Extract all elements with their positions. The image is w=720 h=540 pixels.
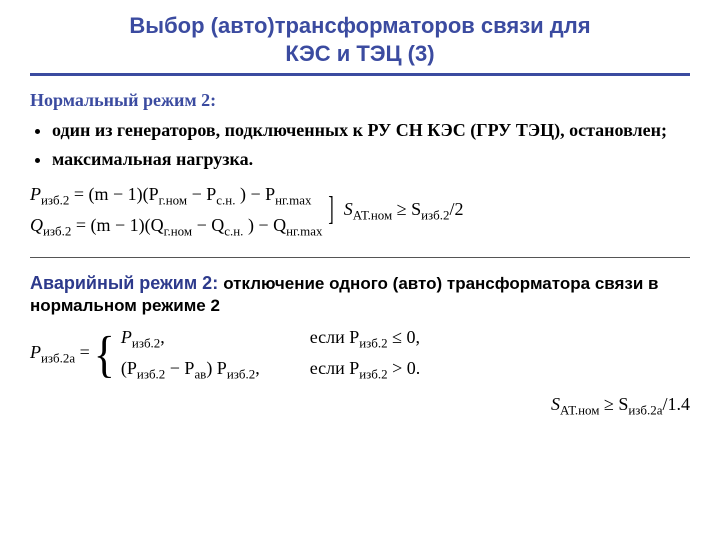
title-rule <box>30 73 690 76</box>
pq-equations: Pизб.2 = (m − 1)(Pг.ном − Pс.н. ) − Pнг.… <box>30 180 322 243</box>
emergency-heading-colored: Аварийный режим 2: <box>30 273 223 293</box>
s-condition-2: SАТ.ном ≥ Sизб.2а/1.4 <box>30 394 690 419</box>
slide-title: Выбор (авто)трансформаторов связи для КЭ… <box>30 12 690 67</box>
emergency-mode-heading: Аварийный режим 2: отключение одного (ав… <box>30 272 690 317</box>
left-brace-icon: { <box>94 332 115 378</box>
title-line1: Выбор (авто)трансформаторов связи для <box>129 13 590 38</box>
piecewise-lhs: Pизб.2а = <box>30 342 90 367</box>
bullet-2: максимальная нагрузка. <box>52 148 690 171</box>
piecewise-cases: Pизб.2, если Pизб.2 ≤ 0, (Pизб.2 − Pав) … <box>121 327 420 382</box>
normal-mode-bullets: один из генераторов, подключенных к РУ С… <box>30 119 690 170</box>
right-bracket-icon: ] <box>322 192 343 230</box>
piecewise-formula: Pизб.2а = { Pизб.2, если Pизб.2 ≤ 0, (Pи… <box>30 327 690 382</box>
bullet-1: один из генераторов, подключенных к РУ С… <box>52 119 690 142</box>
title-line2: КЭС и ТЭЦ (3) <box>285 41 434 66</box>
normal-mode-formulas: Pизб.2 = (m − 1)(Pг.ном − Pс.н. ) − Pнг.… <box>30 180 690 243</box>
s-condition-1: SАТ.ном ≥ Sизб.2/2 <box>344 199 464 224</box>
normal-mode-heading: Нормальный режим 2: <box>30 90 690 111</box>
divider-rule <box>30 257 690 258</box>
